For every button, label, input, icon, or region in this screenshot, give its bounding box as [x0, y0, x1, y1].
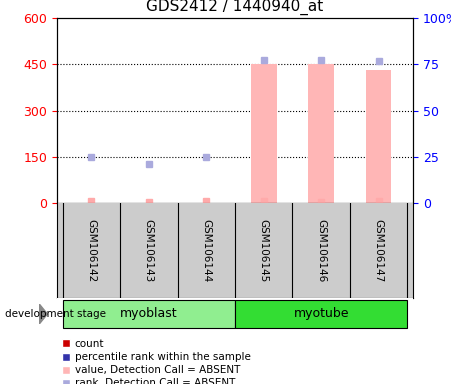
Title: GDS2412 / 1440940_at: GDS2412 / 1440940_at: [147, 0, 324, 15]
Polygon shape: [39, 304, 47, 324]
Text: GSM106143: GSM106143: [144, 219, 154, 282]
Bar: [366, 70, 391, 203]
Text: GSM106146: GSM106146: [316, 219, 326, 282]
Text: development stage: development stage: [5, 309, 106, 319]
Bar: [308, 64, 334, 203]
FancyBboxPatch shape: [63, 300, 235, 328]
Text: GSM106144: GSM106144: [201, 219, 211, 282]
Text: GSM106142: GSM106142: [87, 219, 97, 282]
Text: GSM106145: GSM106145: [259, 219, 269, 282]
FancyBboxPatch shape: [235, 300, 407, 328]
Legend: count, percentile rank within the sample, value, Detection Call = ABSENT, rank, : count, percentile rank within the sample…: [62, 339, 251, 384]
Text: myoblast: myoblast: [120, 307, 178, 320]
Bar: [251, 64, 276, 203]
Text: GSM106147: GSM106147: [373, 219, 383, 282]
Text: myotube: myotube: [294, 307, 349, 320]
